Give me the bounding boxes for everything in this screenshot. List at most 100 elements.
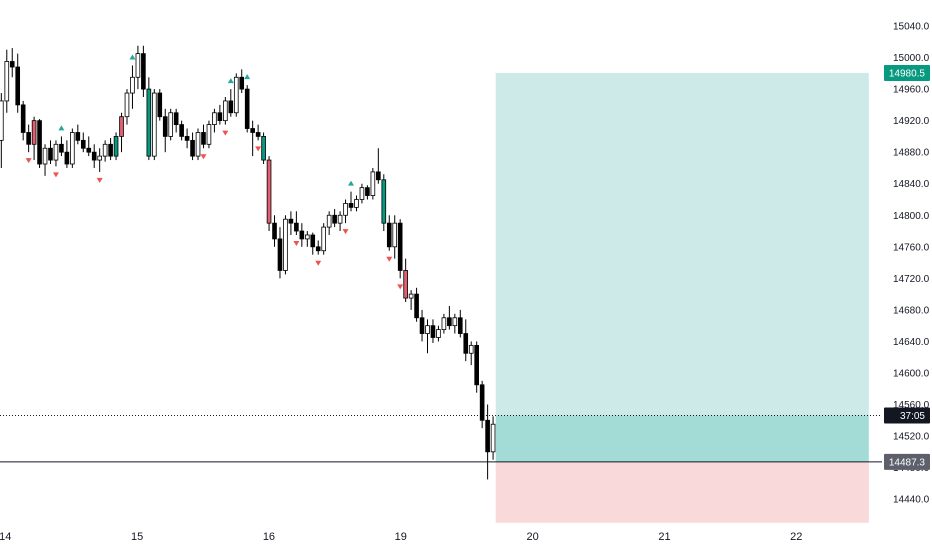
candle-body — [419, 317, 425, 334]
candle — [97, 148, 102, 172]
candle-body — [212, 112, 217, 125]
candle-body — [272, 222, 277, 240]
candle — [190, 132, 195, 161]
candle-body — [332, 214, 337, 224]
candle-body — [190, 139, 195, 157]
candle-body — [343, 203, 348, 216]
candle-body — [365, 187, 370, 196]
candle — [348, 191, 354, 212]
candle-body — [288, 218, 294, 224]
candle-body — [9, 61, 15, 68]
entry-price-badge-text: 14487.3 — [889, 457, 926, 468]
candle-body — [430, 325, 436, 338]
candle-body — [266, 159, 272, 224]
candle-body — [277, 238, 283, 271]
sell-signal-marker — [315, 260, 322, 266]
candle — [70, 128, 75, 168]
candle-body — [463, 333, 469, 354]
y-tick-label: 14960.0 — [893, 85, 930, 96]
candle — [485, 404, 490, 480]
countdown-badge: 37:05 — [884, 407, 930, 424]
x-tick-label: 16 — [263, 531, 275, 543]
stop-zone — [495, 461, 869, 523]
candle-body — [135, 53, 141, 78]
candle-body — [239, 76, 245, 90]
candle-body — [31, 120, 37, 145]
candle-body — [474, 344, 479, 386]
candle — [365, 185, 370, 200]
y-axis: 14440.014480.014520.014560.014600.014640… — [893, 22, 930, 506]
candle — [244, 85, 250, 133]
candle — [26, 124, 31, 153]
candle-body — [20, 104, 26, 133]
entry-price-badge: 14487.3 — [884, 453, 930, 470]
candle — [381, 174, 387, 232]
candle — [102, 140, 108, 162]
candle-body — [283, 218, 288, 271]
candle — [370, 167, 376, 200]
y-tick-label: 14920.0 — [893, 116, 930, 127]
candle-body — [130, 76, 135, 94]
candle-body — [119, 116, 124, 137]
candle-body — [386, 222, 392, 248]
candle — [261, 132, 266, 165]
candle-body — [348, 203, 354, 208]
candle-body — [228, 100, 234, 114]
candle-body — [485, 419, 490, 453]
candle — [119, 112, 124, 153]
candle — [386, 215, 392, 251]
candle-body — [403, 270, 408, 299]
candle-body — [151, 92, 157, 157]
candle — [310, 232, 316, 255]
candle — [354, 195, 359, 212]
candle-body — [97, 155, 102, 161]
candle — [332, 208, 337, 228]
candle — [277, 227, 283, 279]
candle-body — [321, 226, 327, 252]
y-tick-label: 14720.0 — [893, 274, 930, 285]
candle — [184, 128, 190, 149]
price-badges: 14980.5 37:05 14487.3 — [884, 64, 930, 470]
candle-body — [75, 132, 81, 141]
candle-body — [201, 132, 206, 145]
candle — [326, 211, 332, 235]
candle-body — [108, 143, 113, 157]
candle — [359, 183, 365, 204]
candles — [0, 45, 496, 480]
candle — [392, 215, 398, 259]
sell-signal-marker — [293, 240, 300, 246]
sell-signal-marker — [222, 130, 229, 136]
candle — [130, 65, 135, 109]
candle — [479, 380, 485, 429]
buy-signal-marker — [227, 78, 234, 84]
candle — [463, 319, 469, 362]
candle-body — [124, 92, 130, 118]
candle — [20, 100, 26, 141]
candle — [403, 258, 408, 303]
countdown-badge-text: 37:05 — [900, 411, 925, 422]
x-axis: 14 15 16 19 20 21 22 — [0, 531, 802, 543]
candle-body — [397, 222, 403, 271]
candle-body — [162, 116, 168, 137]
candle — [9, 48, 15, 78]
candle-body — [15, 66, 21, 106]
candle-body — [48, 147, 53, 161]
candle-body — [26, 132, 31, 145]
candle — [414, 287, 419, 322]
buy-signal-marker — [58, 125, 65, 131]
candle-body — [304, 234, 310, 240]
candle — [80, 132, 86, 153]
y-tick-label: 14640.0 — [893, 337, 930, 348]
candle-body — [168, 112, 174, 137]
candle-body — [70, 132, 75, 165]
candle — [206, 120, 212, 149]
y-tick-label: 14760.0 — [893, 242, 930, 253]
candle-body — [157, 92, 163, 118]
candle — [151, 89, 157, 161]
candle-body — [326, 214, 332, 228]
price-lines — [0, 415, 882, 463]
candle — [283, 215, 288, 275]
candle-body — [250, 128, 255, 133]
candle — [337, 211, 343, 232]
